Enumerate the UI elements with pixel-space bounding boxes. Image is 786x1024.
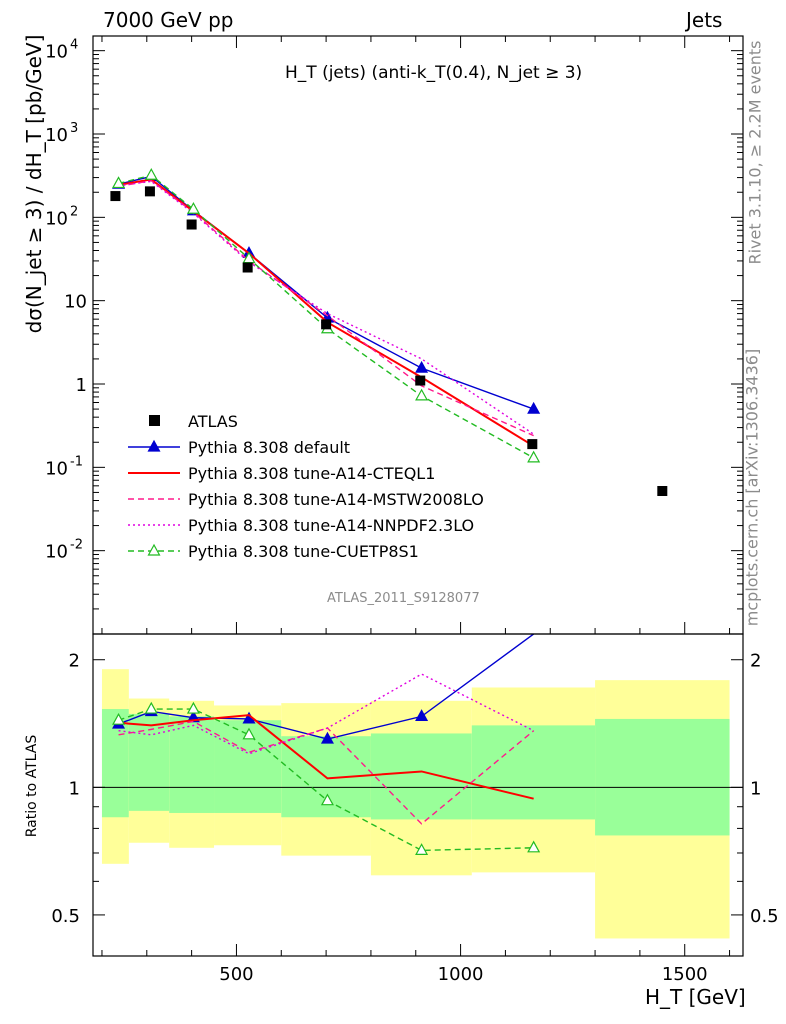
band-inner (128, 713, 170, 811)
series-point (112, 176, 126, 189)
header-right: Jets (686, 8, 723, 32)
band-inner (370, 733, 472, 820)
ratio-line (118, 714, 534, 800)
legend-marker (149, 415, 160, 426)
series-point (415, 360, 429, 373)
ratio-y-tick-label-right: 2 (750, 651, 761, 672)
band-inner (595, 718, 730, 836)
y-tick-label: 10 (64, 292, 87, 313)
ratio-point (320, 731, 334, 744)
legend-label: ATLAS (188, 412, 238, 431)
ratio-y-tick-label: 2 (69, 651, 80, 672)
data-point (242, 262, 253, 273)
series-point (527, 401, 541, 414)
series-point (527, 450, 541, 463)
rivet-label: Rivet 3.1.10, ≥ 2.2M events (745, 40, 765, 265)
ratio-point (144, 701, 158, 714)
series-point (415, 388, 429, 401)
main-series (110, 167, 668, 497)
ratio-point (415, 709, 429, 722)
ratio-point (242, 727, 256, 740)
ratio-point (186, 701, 200, 714)
y-tick-label: 1 (76, 375, 87, 396)
ratio-line (118, 720, 535, 825)
data-point (321, 319, 332, 330)
xlabel: H_T [GeV] (645, 985, 746, 1009)
y-tick-exponent: 4 (70, 38, 78, 53)
y-tick-label: 10 (45, 42, 68, 63)
series-line (118, 178, 535, 447)
analysis-label: ATLAS_2011_S9128077 (327, 591, 480, 606)
header-left: 7000 GeV pp (103, 8, 234, 32)
ratio-y-tick-label-right: 0.5 (750, 906, 779, 927)
ratio-point (527, 840, 541, 853)
legend-label: Pythia 8.308 default (188, 438, 350, 457)
data-point (657, 486, 668, 497)
legend: ATLAS Pythia 8.308 default Pythia 8.308 tu… (128, 412, 484, 561)
legend-label: Pythia 8.308 tune-A14-CTEQL1 (188, 464, 435, 483)
y-tick-label: 10 (45, 458, 68, 479)
band-inner (471, 725, 596, 820)
y-tick-exponent: 2 (70, 204, 78, 219)
y-tick-label: 10 (45, 125, 68, 146)
x-tick-label: 1500 (662, 964, 708, 985)
ratio-point (320, 793, 334, 806)
x-tick-label: 1000 (438, 964, 484, 985)
ratio-y-tick-label-right: 1 (750, 778, 761, 799)
legend-label: Pythia 8.308 tune-A14-MSTW2008LO (188, 490, 484, 509)
series-line (118, 179, 534, 437)
legend-label: Pythia 8.308 tune-A14-NNPDF2.3LO (188, 516, 474, 535)
mcplots-label: mcplots.cern.ch [arXiv:1306.3436] (742, 348, 762, 627)
band-inner (169, 716, 215, 813)
main-ylabel: dσ(N_jet ≥ 3) / dH_T [pb/GeV] (22, 34, 46, 334)
y-tick-label: 10 (45, 542, 68, 563)
ratio-point (415, 843, 429, 855)
data-point (415, 375, 426, 386)
x-tick-label: 500 (219, 964, 253, 985)
y-tick-label: 10 (45, 208, 68, 229)
ratio-y-tick-label: 0.5 (51, 906, 80, 927)
ratio-point (112, 712, 126, 725)
legend-label: Pythia 8.308 tune-CUETP8S1 (188, 542, 419, 561)
plot-title: H_T (jets) (anti-k_T(0.4), N_jet ≥ 3) (285, 63, 583, 83)
ratio-y-tick-label: 1 (69, 778, 80, 799)
data-point (186, 219, 197, 230)
ratio-frame (92, 633, 744, 957)
series-point (186, 202, 200, 214)
data-point (527, 439, 538, 450)
series-point (144, 167, 158, 180)
series-line (118, 180, 535, 435)
data-point (144, 186, 155, 197)
y-tick-exponent: -1 (70, 454, 83, 469)
series-line (118, 175, 534, 410)
y-tick-exponent: 3 (70, 121, 78, 136)
legend-marker (147, 543, 161, 556)
y-tick-exponent: -2 (70, 538, 83, 553)
data-point (110, 191, 121, 202)
legend-marker (147, 439, 161, 452)
ratio-ylabel: Ratio to ATLAS (24, 734, 40, 838)
ratio-series (112, 633, 541, 855)
